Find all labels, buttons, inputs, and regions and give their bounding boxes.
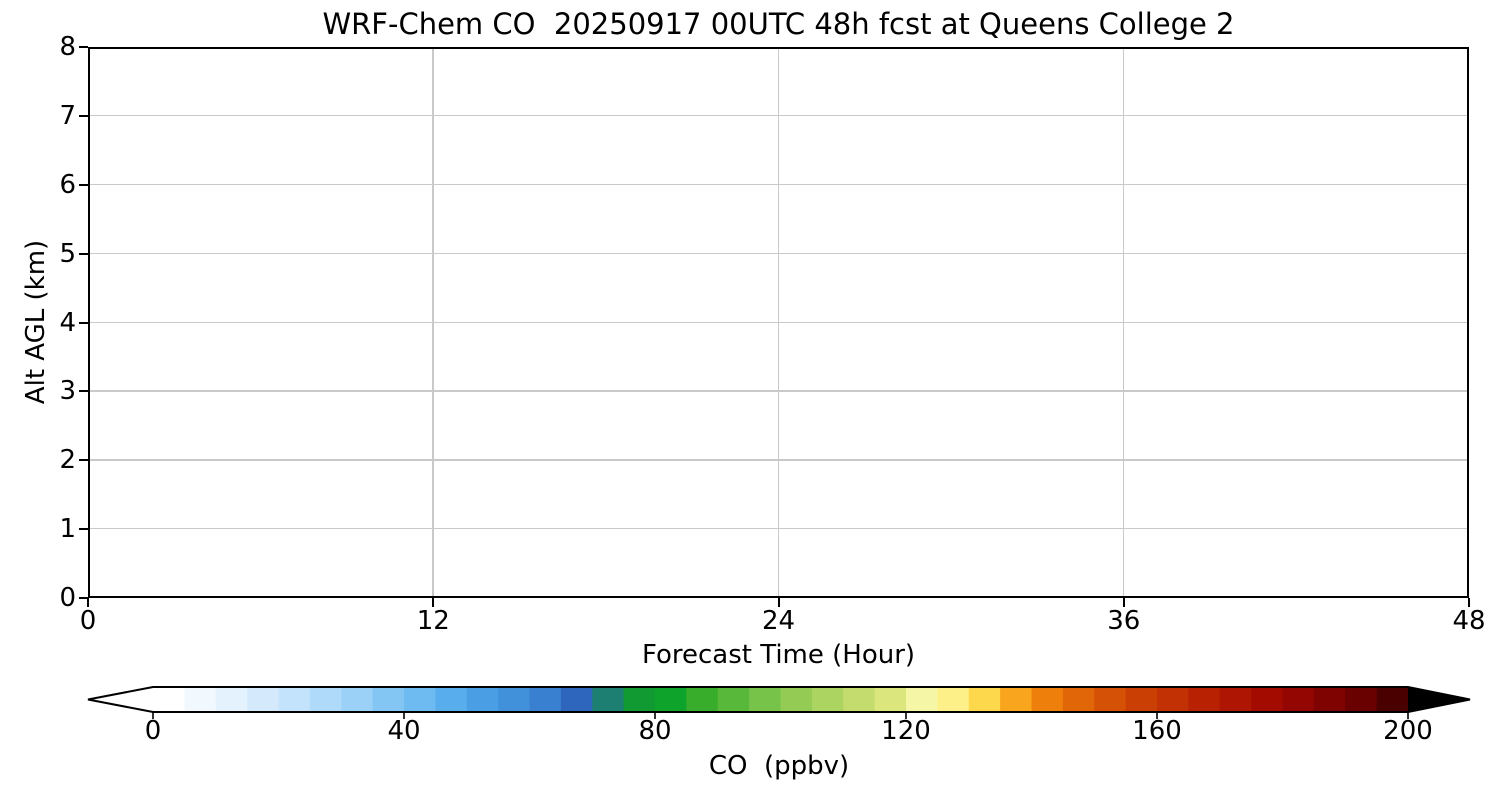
colorbar-segment xyxy=(1313,687,1346,712)
y-tick xyxy=(79,597,88,599)
colorbar-segment xyxy=(749,687,782,712)
y-tick-label: 1 xyxy=(59,514,76,545)
colorbar-segment xyxy=(811,687,844,712)
y-tick xyxy=(79,321,88,324)
y-tick xyxy=(79,390,88,393)
colorbar-segment xyxy=(592,687,625,712)
colorbar-segment xyxy=(1062,687,1095,712)
colorbar-segment xyxy=(372,687,405,712)
colorbar-segment xyxy=(466,687,499,712)
colorbar-segment xyxy=(309,687,342,712)
x-tick xyxy=(1122,598,1125,607)
colorbar-under-arrow xyxy=(88,687,153,712)
colorbar-segment xyxy=(1000,687,1033,712)
colorbar-segment xyxy=(1125,687,1158,712)
y-tick xyxy=(79,114,88,117)
colorbar-segment xyxy=(968,687,1001,712)
y-tick-label: 2 xyxy=(59,445,76,476)
y-tick-label: 5 xyxy=(59,238,76,269)
colorbar-segment xyxy=(1188,687,1221,712)
colorbar-segment xyxy=(874,687,907,712)
colorbar-tick-label: 120 xyxy=(881,716,931,746)
x-axis-label: Forecast Time (Hour) xyxy=(641,640,916,670)
colorbar-segment xyxy=(278,687,311,712)
colorbar-segment xyxy=(843,687,876,712)
x-tick-label: 0 xyxy=(79,606,97,636)
colorbar-tick-label: 40 xyxy=(387,716,421,746)
y-tick-label: 4 xyxy=(59,307,76,338)
colorbar-segment xyxy=(780,687,813,712)
colorbar-segment xyxy=(1345,687,1378,712)
colorbar-segment xyxy=(341,687,374,712)
colorbar-segment xyxy=(655,687,687,712)
colorbar-segment xyxy=(1219,687,1252,712)
chart-title: WRF-Chem CO 20250917 00UTC 48h fcst at Q… xyxy=(322,7,1235,41)
y-gridline xyxy=(90,183,1467,186)
colorbar-segment xyxy=(686,687,719,712)
colorbar-segment xyxy=(623,687,656,712)
colorbar-segment xyxy=(906,687,938,712)
colorbar-segment xyxy=(1157,687,1189,712)
y-tick-label: 6 xyxy=(59,169,76,200)
y-tick-label: 3 xyxy=(59,376,76,407)
colorbar-segment xyxy=(1094,687,1127,712)
colorbar-segment xyxy=(404,687,436,712)
y-gridline xyxy=(90,252,1467,254)
colorbar-over-arrow xyxy=(1408,687,1470,712)
colorbar-tick-label: 200 xyxy=(1383,716,1433,746)
colorbar-segment xyxy=(1031,687,1064,712)
colorbar xyxy=(87,686,1471,719)
colorbar-segment xyxy=(1251,687,1284,712)
colorbar-segment xyxy=(247,687,280,712)
x-tick xyxy=(432,598,435,607)
x-tick-label: 12 xyxy=(416,606,450,636)
colorbar-segment xyxy=(184,687,217,712)
y-tick xyxy=(79,252,88,255)
x-tick xyxy=(1468,598,1470,607)
y-tick xyxy=(79,46,88,48)
colorbar-segment xyxy=(498,687,531,712)
colorbar-segment xyxy=(1376,687,1409,712)
y-tick xyxy=(79,183,88,186)
y-gridline xyxy=(90,390,1467,392)
colorbar-segment xyxy=(1282,687,1315,712)
x-tick xyxy=(777,598,780,607)
y-gridline xyxy=(90,321,1467,323)
colorbar-segment xyxy=(937,687,970,712)
y-tick-label: 7 xyxy=(59,100,76,131)
colorbar-segment xyxy=(717,687,750,712)
y-gridline xyxy=(90,459,1467,461)
x-tick-label: 36 xyxy=(1107,606,1141,636)
colorbar-segment xyxy=(153,687,185,712)
x-tick-label: 48 xyxy=(1452,606,1486,636)
colorbar-tick-label: 160 xyxy=(1132,716,1182,746)
y-tick xyxy=(79,459,88,462)
plot-area xyxy=(88,47,1469,598)
y-tick xyxy=(79,528,88,531)
y-tick-label: 0 xyxy=(59,583,76,613)
x-tick-label: 24 xyxy=(761,606,796,636)
colorbar-label: CO (ppbv) xyxy=(708,751,850,781)
colorbar-tick-label: 0 xyxy=(144,716,162,746)
colorbar-segment xyxy=(560,687,593,712)
y-tick-label: 8 xyxy=(59,32,76,62)
colorbar-segment xyxy=(435,687,468,712)
y-gridline xyxy=(90,114,1467,117)
colorbar-tick-label: 80 xyxy=(638,716,672,746)
x-tick xyxy=(87,598,89,607)
colorbar-segment xyxy=(529,687,562,712)
y-gridline xyxy=(90,528,1467,530)
colorbar-segment xyxy=(215,687,248,712)
